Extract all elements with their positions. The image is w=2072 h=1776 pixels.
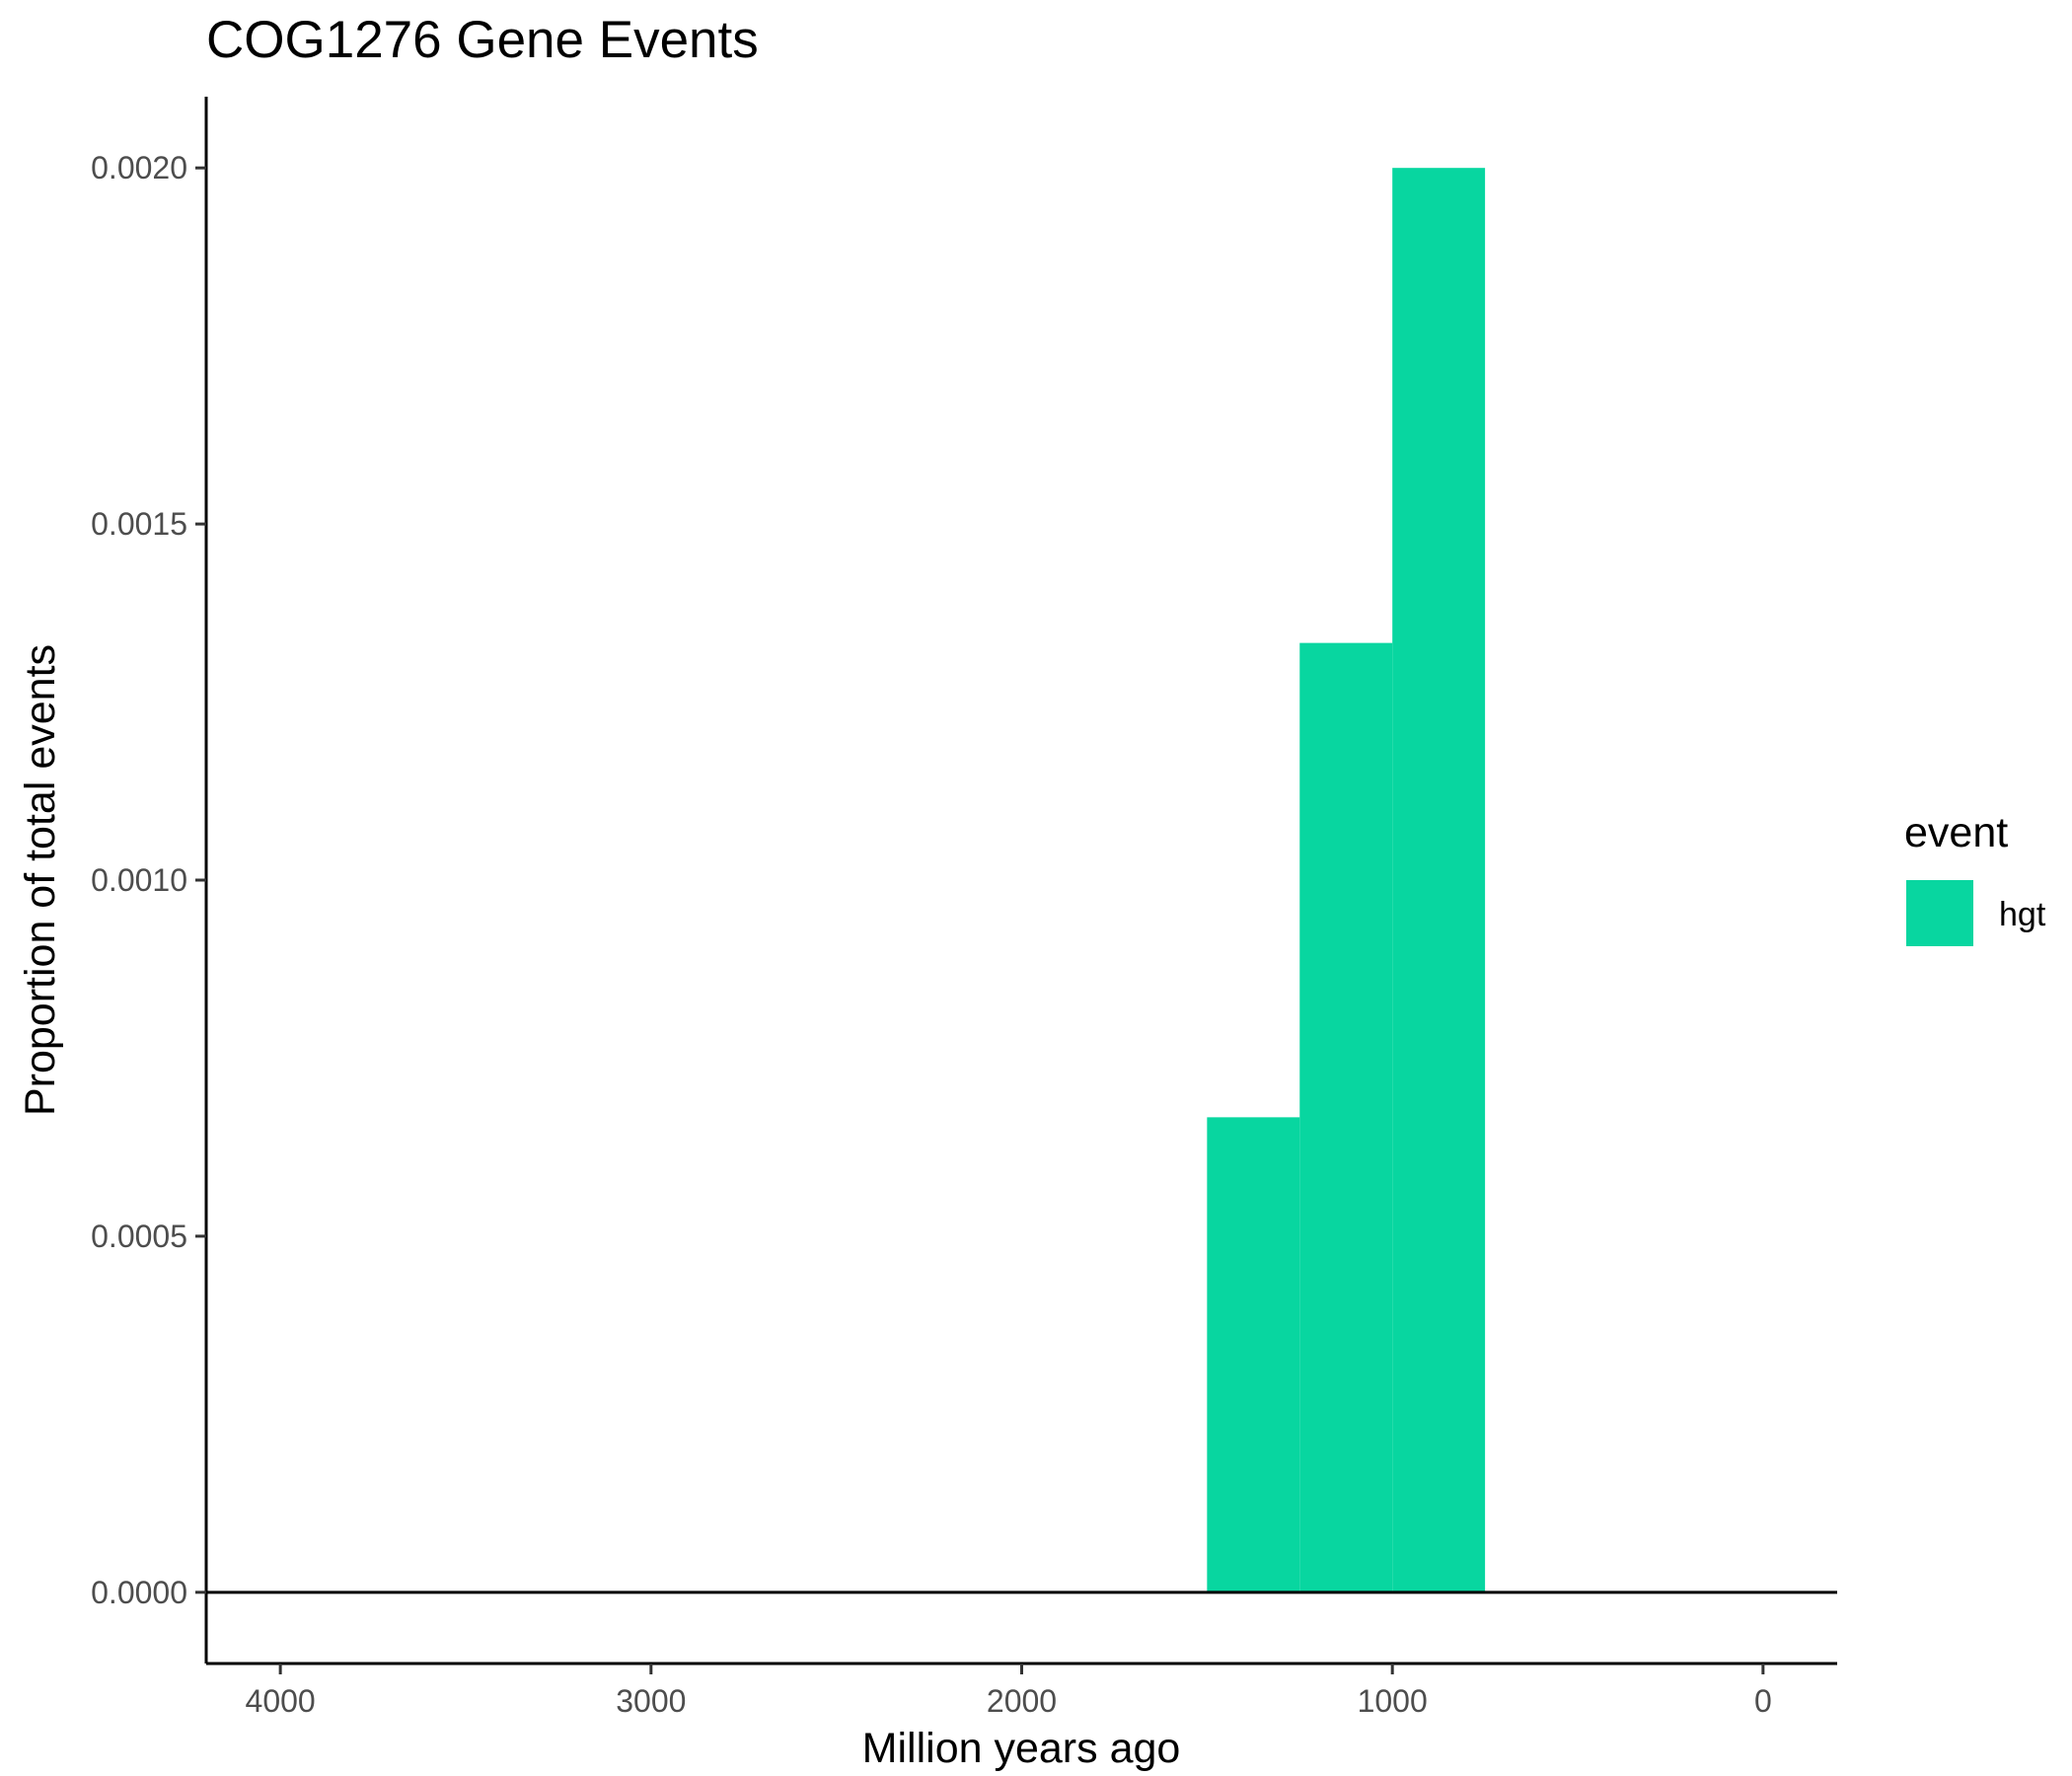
- y-tick-label: 0.0015: [91, 506, 187, 542]
- x-tick-label: 4000: [246, 1683, 316, 1719]
- y-ticks: 0.0000 0.0005 0.0010 0.0015 0.0020: [91, 150, 206, 1610]
- x-tick-label: 2000: [987, 1683, 1057, 1719]
- histogram-bar-hgt-2: [1392, 168, 1486, 1592]
- chart-title: COG1276 Gene Events: [206, 11, 759, 69]
- y-axis-title: Proportion of total events: [17, 644, 64, 1116]
- y-tick-label: 0.0005: [91, 1219, 187, 1254]
- x-axis-title: Million years ago: [862, 1725, 1181, 1772]
- x-ticks: 4000 3000 2000 1000 0: [246, 1664, 1772, 1719]
- x-tick-label: 1000: [1358, 1683, 1428, 1719]
- bars-layer: [1207, 168, 1486, 1592]
- legend-swatch-hgt: [1906, 880, 1973, 946]
- histogram-bar-hgt-1: [1299, 642, 1393, 1592]
- histogram-bar-hgt-0: [1207, 1117, 1300, 1592]
- legend: event hgt: [1904, 809, 2046, 946]
- legend-label-hgt: hgt: [1999, 896, 2046, 933]
- x-tick-label: 3000: [616, 1683, 686, 1719]
- x-tick-label: 0: [1754, 1683, 1772, 1719]
- y-tick-label: 0.0010: [91, 862, 187, 898]
- y-tick-label: 0.0020: [91, 150, 187, 185]
- legend-title: event: [1904, 809, 2008, 856]
- y-tick-label: 0.0000: [91, 1575, 187, 1610]
